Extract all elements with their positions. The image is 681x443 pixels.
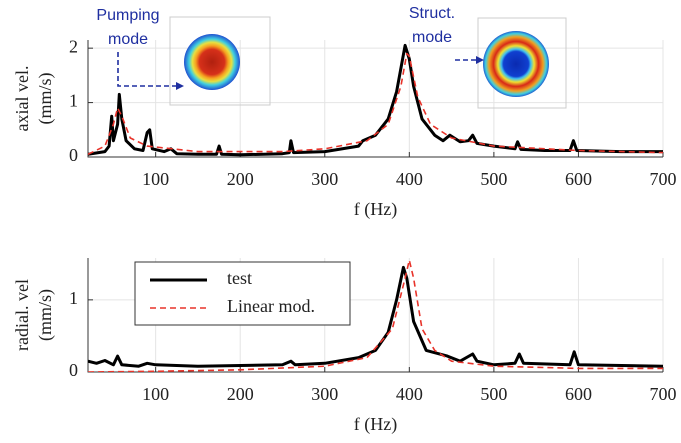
x-tick-label: 600 [565,169,592,189]
x-axis-label: f (Hz) [354,199,397,220]
y-tick-label: 2 [69,36,78,56]
x-tick-label: 700 [650,384,677,404]
y-axis-label: axial vel. [12,66,32,132]
y-axis-label: radial. vel [12,279,32,351]
arrow [117,52,176,87]
series-line [88,43,663,157]
plot-area [88,40,663,157]
x-tick-label: 100 [142,384,169,404]
x-tick-label: 200 [227,384,254,404]
x-tick-label: 300 [311,169,338,189]
struct-mode-inset [483,31,549,97]
x-tick-label: 100 [142,169,169,189]
y-tick-label: 0 [69,360,78,380]
legend-label: Linear mod. [227,296,315,316]
x-tick-label: 600 [565,384,592,404]
y-tick-label: 0 [69,145,78,165]
x-axis-label: f (Hz) [354,414,397,435]
legend-label: test [227,268,252,288]
arrow-head [176,82,184,90]
x-tick-label: 500 [480,169,507,189]
legend-box [134,261,351,326]
y-tick-label: 1 [69,288,78,308]
y-tick-label: 1 [69,91,78,111]
annotation: mode [412,29,452,46]
series-line [88,52,663,156]
x-tick-label: 700 [650,169,677,189]
x-tick-label: 500 [480,384,507,404]
pumping-mode-inset [184,34,240,90]
x-tick-label: 300 [311,384,338,404]
annotation: Pumping [96,7,159,24]
x-tick-label: 400 [396,169,423,189]
arrow-head [476,56,484,64]
plots: 100 200 300 400 500 600 700 0 1 2 f (Hz) axial vel.… [12,36,676,435]
y-axis-label: (mm/s) [35,72,56,124]
series-line [88,259,663,372]
annotation: Struct. [409,5,455,22]
x-tick-label: 400 [396,384,423,404]
axis-line [87,40,663,158]
inset-frame [169,16,271,106]
series-line [88,265,663,368]
x-tick-label: 200 [227,169,254,189]
y-axis-label: (mm/s) [35,289,56,341]
annotation: mode [108,31,148,48]
